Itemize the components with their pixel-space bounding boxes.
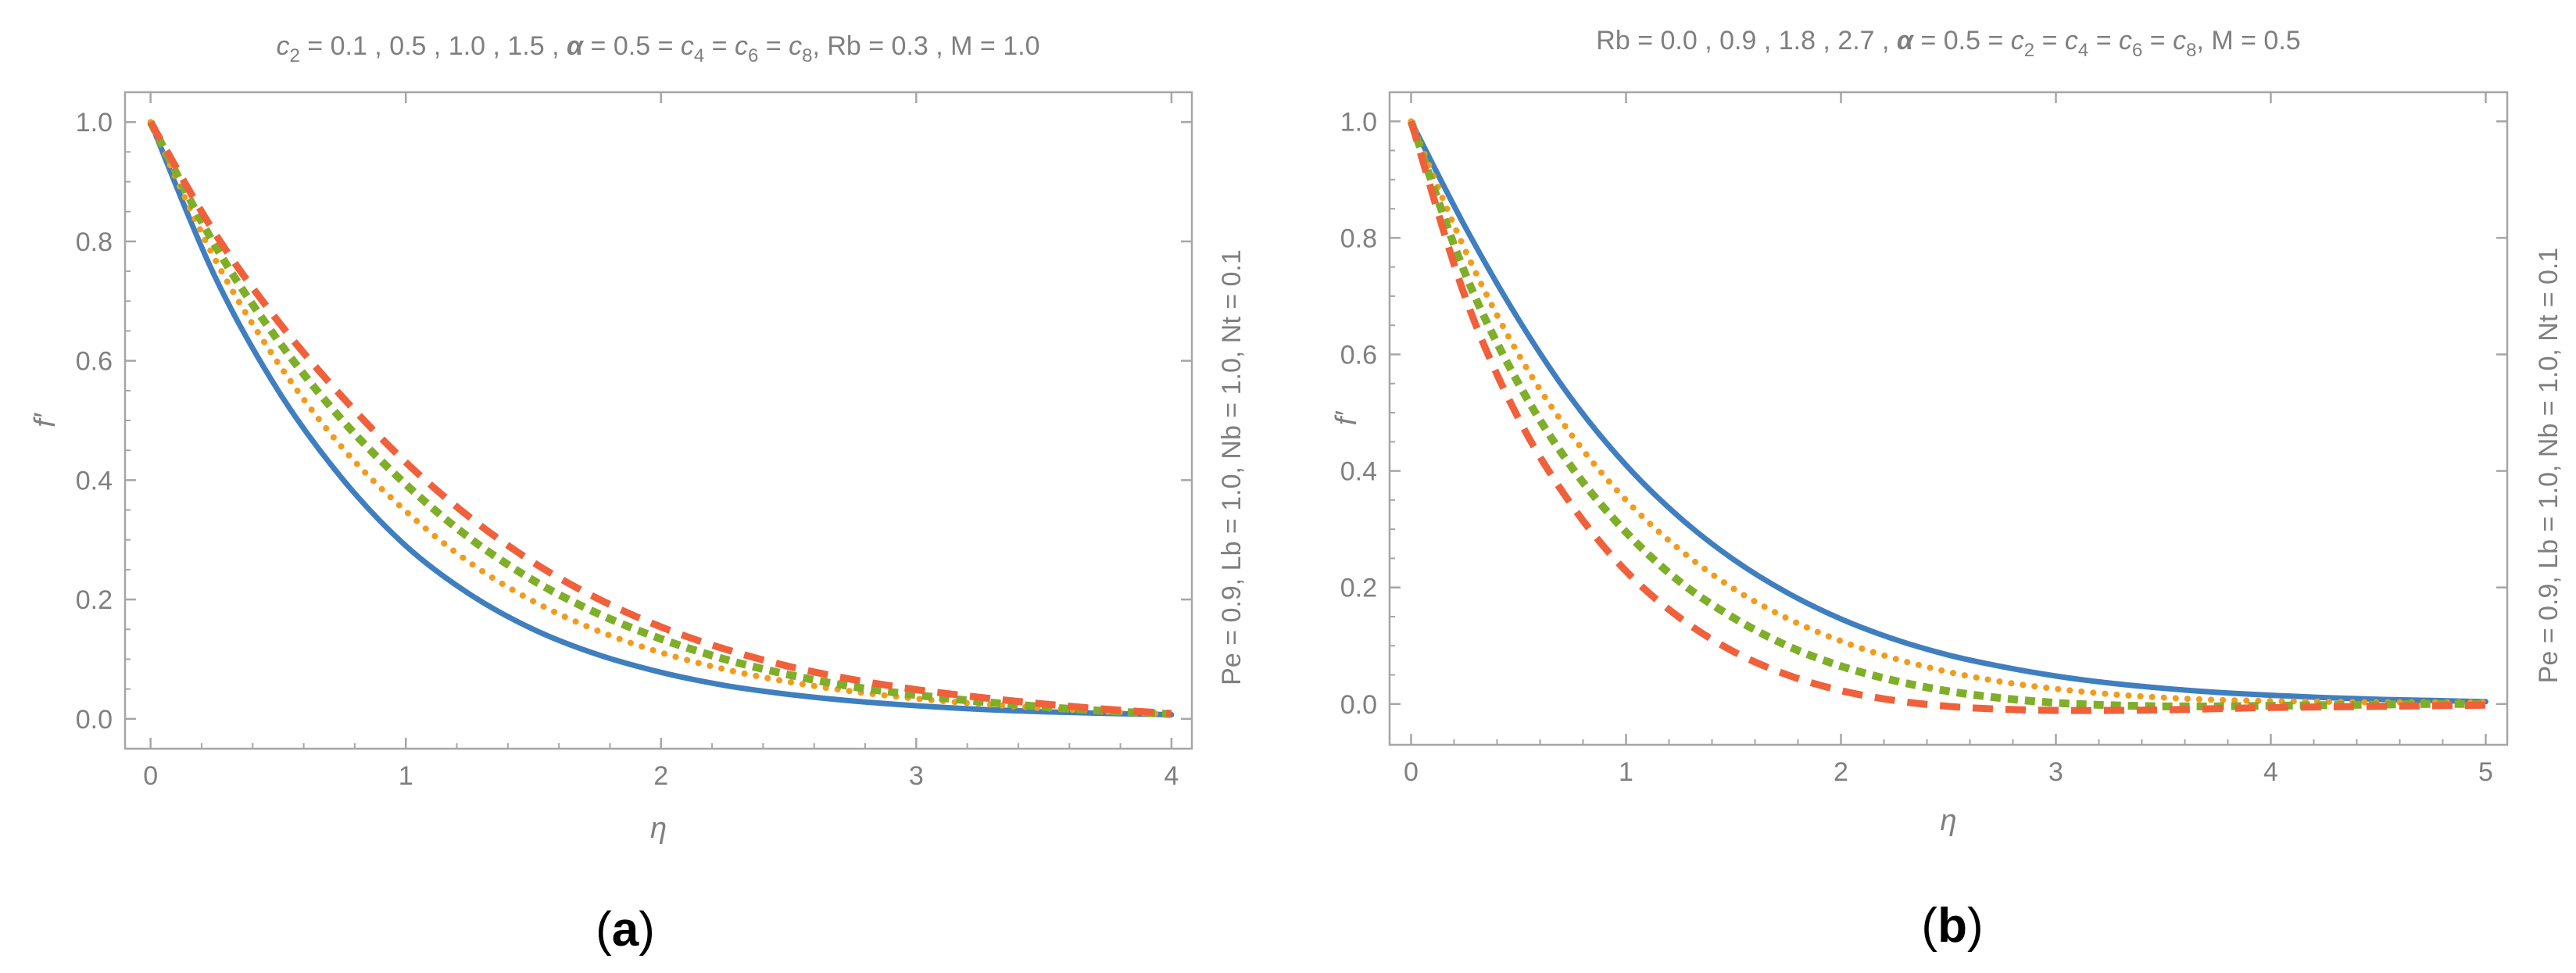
y-tick-label: 0.8 <box>1340 224 1377 253</box>
subfigure-letter: a <box>612 903 639 957</box>
plot-frame <box>123 91 1193 750</box>
x-tick-label: 4 <box>1164 761 1179 791</box>
title-part: c <box>789 31 802 61</box>
title-part: c <box>735 31 748 61</box>
title-subscript: 2 <box>289 45 299 66</box>
subfigure-letter: b <box>1937 899 1967 953</box>
title-subscript: 2 <box>2024 40 2034 61</box>
subfigure-paren-open: ( <box>596 903 612 957</box>
subfigure-label: (b) <box>1921 899 1983 953</box>
title-part: , M = 0.5 <box>2196 26 2300 55</box>
x-axis-label: η <box>1940 804 1956 837</box>
series-line-solid <box>1408 118 2488 705</box>
subfigure-label: (a) <box>596 903 655 957</box>
series-line-short-dashed <box>1407 120 2486 710</box>
chart-title: Rb = 0.0 , 0.9 , 1.8 , 2.7 , α = 0.5 = c… <box>1596 26 2300 61</box>
title-subscript: 8 <box>802 45 812 66</box>
title-subscript: 4 <box>2078 40 2088 61</box>
x-tick-label: 0 <box>143 761 158 791</box>
subfigure-paren-open: ( <box>1921 899 1937 953</box>
panel-a: c2 = 0.1 , 0.5 , 1.0 , 1.5 , α = 0.5 = c… <box>29 31 1247 957</box>
x-axis-label: η <box>650 812 667 845</box>
title-part: c <box>681 31 694 61</box>
title-subscript: 6 <box>748 45 758 66</box>
series-line-dotted <box>147 119 1175 717</box>
series-line-dashed <box>147 120 1172 717</box>
y-tick-label: 0.2 <box>1340 574 1377 603</box>
x-tick-label: 0 <box>1404 757 1419 787</box>
y-tick-label: 0.0 <box>1340 690 1377 720</box>
parameters-note: Pe = 0.9, Lb = 1.0, Nb = 1.0, Nt = 0.1 <box>2534 248 2563 684</box>
y-tick-label: 0.6 <box>76 347 113 377</box>
y-axis-label: f′ <box>1330 410 1363 426</box>
title-part: = <box>2088 26 2119 55</box>
title-part: = <box>2142 26 2173 55</box>
x-tick-label: 1 <box>1619 757 1633 787</box>
title-part: = <box>758 31 789 61</box>
title-part: = 0.1 , 0.5 , 1.0 , 1.5 , <box>300 31 567 61</box>
y-tick-label: 1.0 <box>1340 107 1377 137</box>
y-tick-label: 0.8 <box>76 227 113 257</box>
y-axis-label: f′ <box>29 412 62 427</box>
panel-b: Rb = 0.0 , 0.9 , 1.8 , 2.7 , α = 0.5 = c… <box>1330 26 2563 953</box>
title-part: α <box>567 31 585 61</box>
title-part: α <box>1897 26 1915 55</box>
x-tick-label: 3 <box>2048 757 2063 787</box>
title-part: = <box>2034 26 2065 55</box>
title-part: = 0.5 = <box>583 31 681 61</box>
y-tick-label: 0.4 <box>76 466 113 495</box>
y-tick-label: 0.2 <box>76 585 113 615</box>
title-part: = <box>704 31 735 61</box>
x-tick-label: 3 <box>909 761 924 791</box>
series-line-solid <box>148 119 1175 717</box>
x-tick-label: 2 <box>1834 757 1848 787</box>
subfigure-paren-close: ) <box>639 903 655 957</box>
title-part: = 0.5 = <box>1913 26 2011 55</box>
series-line-dashed <box>1408 120 2486 714</box>
y-tick-label: 1.0 <box>76 108 113 138</box>
title-subscript: 8 <box>2186 40 2196 61</box>
title-part: c <box>2119 26 2132 55</box>
subfigure-paren-close: ) <box>1967 899 1984 953</box>
title-part: , Rb = 0.3 , M = 1.0 <box>812 31 1039 61</box>
title-part: c <box>2011 26 2024 55</box>
x-tick-label: 5 <box>2478 757 2493 787</box>
x-tick-label: 1 <box>399 761 413 791</box>
title-part: Rb = 0.0 , 0.9 , 1.8 , 2.7 , <box>1596 26 1897 55</box>
series-line-dotted <box>1408 118 2489 706</box>
title-part: c <box>2173 26 2186 55</box>
title-part: c <box>276 31 289 61</box>
plot-frame <box>1388 91 2509 746</box>
chart-title: c2 = 0.1 , 0.5 , 1.0 , 1.5 , α = 0.5 = c… <box>276 31 1039 66</box>
parameters-note: Pe = 0.9, Lb = 1.0, Nb = 1.0, Nt = 0.1 <box>1217 249 1247 685</box>
x-tick-label: 2 <box>653 761 668 791</box>
title-subscript: 4 <box>694 45 704 66</box>
x-tick-label: 4 <box>2263 757 2278 787</box>
y-tick-label: 0.4 <box>1340 457 1377 487</box>
y-tick-label: 0.0 <box>76 705 113 735</box>
title-part: c <box>2065 26 2078 55</box>
title-subscript: 6 <box>2132 40 2142 61</box>
y-tick-label: 0.6 <box>1340 340 1377 370</box>
